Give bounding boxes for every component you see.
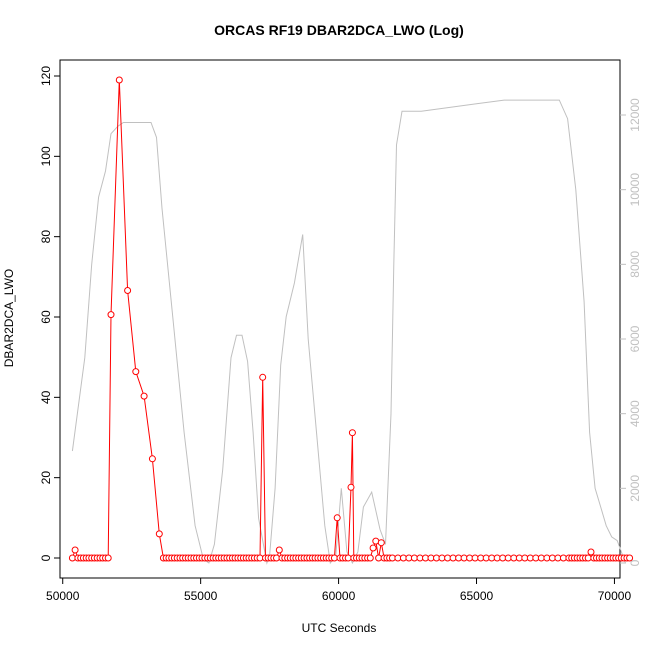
primary-data-point	[132, 368, 140, 376]
y2-tick-label: 2000	[628, 475, 642, 502]
y-tick-label: 80	[39, 230, 53, 244]
x-tick-label: 50000	[46, 589, 80, 603]
primary-data-point	[587, 548, 595, 556]
primary-data-point	[537, 554, 545, 562]
x-axis-label: UTC Seconds	[302, 621, 377, 635]
y2-tick-label: 10000	[628, 173, 642, 207]
y-axis-label: DBAR2DCA_LWO	[2, 269, 16, 367]
primary-data-point	[333, 514, 341, 522]
x-tick-label: 65000	[460, 589, 494, 603]
primary-data-point	[107, 311, 115, 319]
x-tick-label: 60000	[322, 589, 356, 603]
y-tick-label: 60	[39, 310, 53, 324]
primary-data-point	[259, 373, 267, 381]
plot-box	[59, 59, 621, 579]
chart-title: ORCAS RF19 DBAR2DCA_LWO (Log)	[214, 22, 464, 38]
y-tick-label: 0	[39, 554, 53, 561]
x-tick-label: 70000	[598, 589, 632, 603]
primary-data-point	[348, 429, 356, 437]
y-tick-label: 20	[39, 471, 53, 485]
primary-data-point	[140, 392, 148, 400]
secondary-series-line	[71, 99, 626, 565]
axes: 50000 55000 60000 65000 70000020406080100120…	[39, 66, 642, 603]
y2-tick-label: 8000	[628, 251, 642, 278]
primary-data-point	[275, 546, 283, 554]
y2-tick-label: 12000	[628, 98, 642, 132]
primary-data-point	[104, 554, 112, 562]
primary-series	[68, 76, 634, 562]
primary-data-point	[377, 539, 385, 547]
x-tick-label: 55000	[184, 589, 218, 603]
y2-tick-label: 0	[628, 559, 642, 566]
primary-data-point	[347, 483, 355, 491]
primary-data-point	[148, 455, 156, 463]
primary-data-point	[115, 76, 123, 84]
y-tick-label: 120	[39, 66, 53, 86]
primary-data-point	[71, 546, 79, 554]
primary-data-point	[626, 554, 634, 562]
primary-data-point	[366, 554, 374, 562]
y2-tick-label: 6000	[628, 325, 642, 352]
y-tick-label: 100	[39, 146, 53, 166]
secondary-series	[71, 99, 626, 565]
primary-data-point	[155, 530, 163, 538]
y-tick-label: 40	[39, 390, 53, 404]
y2-tick-label: 4000	[628, 400, 642, 427]
primary-data-point	[369, 544, 377, 552]
primary-data-point	[124, 287, 132, 294]
